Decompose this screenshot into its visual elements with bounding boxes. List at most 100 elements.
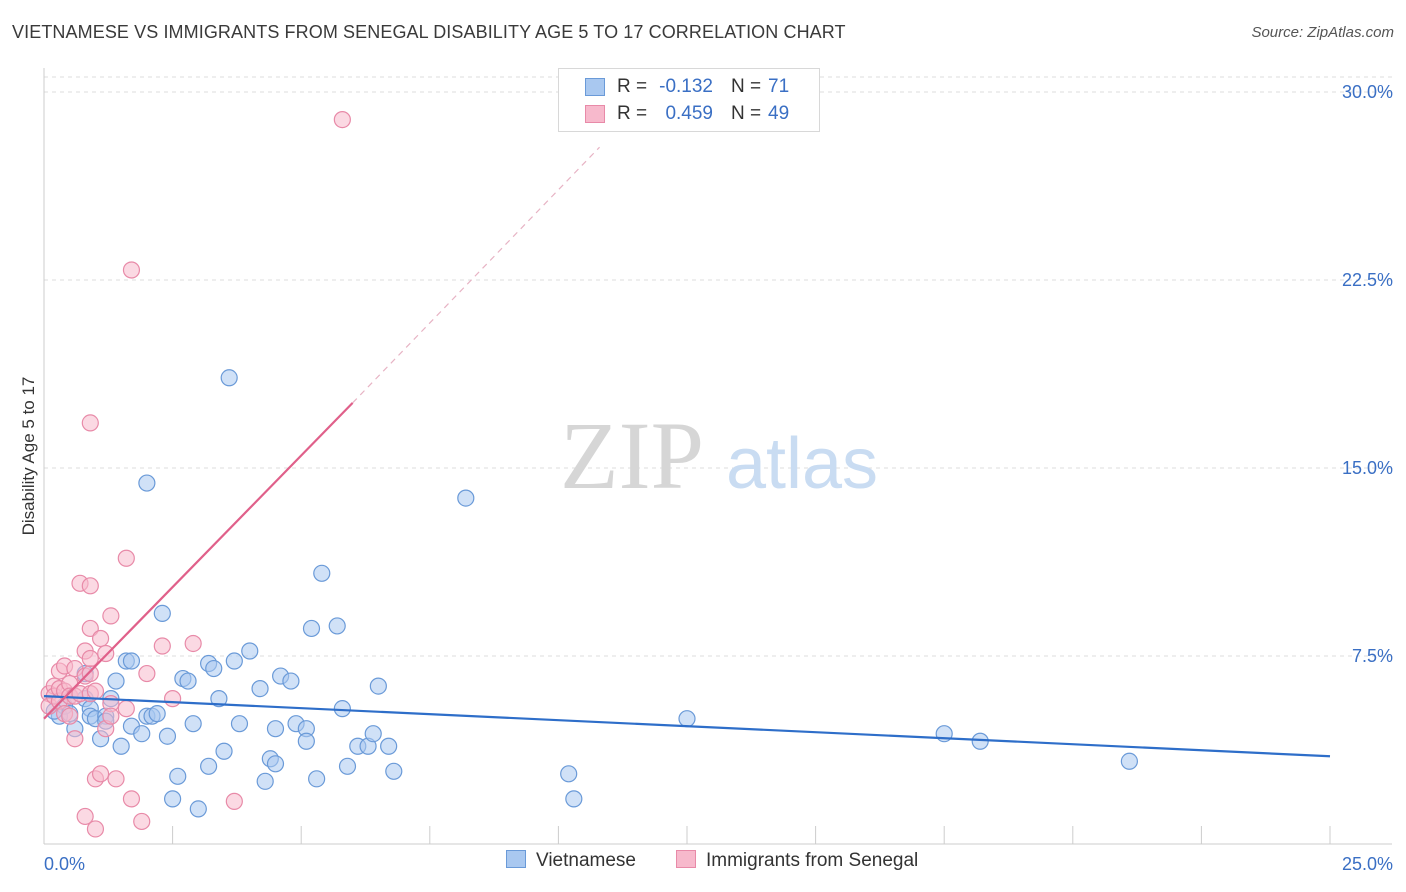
axes: [43, 68, 1392, 845]
legend-n-value: 49: [768, 103, 790, 124]
vietnamese-point: [220, 369, 238, 387]
vietnamese-trend-line: [43, 695, 1331, 758]
senegal-point: [102, 707, 120, 725]
vietnamese-point: [179, 672, 197, 690]
senegal-point: [81, 649, 99, 668]
senegal-point: [91, 629, 110, 648]
vietnamese-point: [107, 672, 125, 690]
senegal-point: [76, 807, 94, 826]
watermark-zip: ZIP: [560, 402, 704, 509]
vietnamese-point: [385, 762, 403, 780]
vietnamese-point: [205, 659, 223, 678]
bottom-legend-senegal: Immigrants from Senegal: [676, 850, 918, 876]
senegal-point: [81, 664, 99, 683]
senegal-point: [61, 707, 79, 725]
vietnamese-point: [364, 725, 382, 743]
y-tick-label: 15.0%: [1342, 458, 1393, 478]
senegal-point: [138, 664, 156, 683]
vietnamese-point: [133, 725, 151, 743]
senegal-point: [117, 700, 135, 718]
senegal-point: [333, 111, 351, 129]
vietnamese-point: [266, 755, 285, 773]
y-tick-label: 22.5%: [1342, 270, 1393, 290]
source-note: Source: ZipAtlas.com: [1251, 24, 1394, 41]
vietnamese-point: [215, 742, 233, 760]
legend-n-label: N =: [731, 76, 762, 97]
vietnamese-point: [560, 765, 578, 783]
vietnamese-point: [328, 617, 346, 635]
bottom-legend-vietnamese: Vietnamese: [506, 850, 636, 876]
y-tick-label: 30.0%: [1342, 82, 1393, 102]
vietnamese-point: [230, 715, 249, 733]
vietnamese-point: [297, 732, 315, 750]
vietnamese-point: [200, 757, 218, 775]
vietnamese-point: [282, 672, 300, 690]
vietnamese-point: [369, 677, 387, 695]
legend-r-value: 0.459: [665, 103, 713, 124]
senegal-point: [164, 690, 182, 708]
vietnamese-point: [138, 474, 156, 492]
vietnamese-point: [1120, 752, 1138, 770]
legend-row-senegal: R = 0.459 N = 49: [559, 102, 819, 128]
bottom-legend-label: Immigrants from Senegal: [706, 850, 919, 871]
vietnamese-point: [158, 727, 177, 745]
vietnamese-point: [678, 710, 696, 728]
vietnamese-point: [184, 715, 202, 733]
legend-row-vietnamese: R = -0.132 N = 71: [559, 75, 819, 101]
senegal-point: [184, 634, 202, 653]
vietnamese-point: [338, 757, 357, 775]
senegal-point: [122, 790, 141, 808]
vietnamese-point: [302, 619, 321, 638]
vietnamese-point: [380, 737, 398, 755]
vietnamese-point: [308, 770, 326, 788]
senegal-point: [107, 770, 125, 788]
watermark: ZIP atlas: [560, 402, 878, 509]
legend-n-label: N =: [731, 103, 762, 124]
vietnamese-point: [169, 767, 187, 785]
senegal-point: [91, 765, 110, 783]
chart-title: VIETNAMESE VS IMMIGRANTS FROM SENEGAL DI…: [12, 22, 846, 42]
vietnamese-point: [189, 800, 207, 818]
legend-n-value: 71: [768, 76, 790, 97]
bottom-swatch-blue: [506, 850, 526, 868]
legend-r-label: R =: [617, 76, 648, 97]
data-points: [40, 111, 1138, 838]
senegal-point: [117, 549, 135, 567]
y-tick-label: 7.5%: [1352, 646, 1393, 666]
vietnamese-point: [266, 720, 285, 738]
senegal-point: [133, 812, 151, 831]
vietnamese-point: [457, 489, 475, 507]
legend-r-value: -0.132: [659, 76, 713, 97]
vietnamese-point: [148, 705, 166, 723]
watermark-atlas: atlas: [726, 424, 878, 504]
vietnamese-point: [210, 690, 228, 708]
vietnamese-point: [251, 679, 269, 698]
vietnamese-point: [225, 652, 243, 670]
vietnamese-point: [153, 604, 171, 622]
gridlines: [44, 76, 1392, 657]
vietnamese-point: [333, 700, 351, 718]
vietnamese-point: [241, 642, 259, 660]
legend-r-label: R =: [617, 103, 648, 124]
senegal-point: [86, 820, 105, 838]
vietnamese-point: [256, 772, 274, 790]
x-tick-label: 0.0%: [44, 854, 85, 874]
tick-labels: 7.5% 15.0% 22.5% 30.0% 0.0% 25.0%: [44, 82, 1393, 874]
vietnamese-point: [313, 564, 331, 582]
y-axis-label: Disability Age 5 to 17: [19, 377, 38, 536]
senegal-point: [97, 644, 115, 663]
legend-swatch-pink: [585, 105, 605, 123]
senegal-point: [81, 577, 99, 595]
senegal-point: [86, 682, 105, 700]
senegal-point: [81, 619, 99, 638]
trend-lines: [43, 146, 1331, 758]
vietnamese-point: [112, 737, 130, 755]
x-tick-label: 25.0%: [1342, 854, 1393, 874]
senegal-point: [102, 607, 120, 625]
senegal-trend-extension: [352, 146, 600, 404]
vietnamese-point: [122, 652, 141, 670]
bottom-legend-label: Vietnamese: [536, 850, 636, 871]
senegal-point: [81, 414, 99, 432]
vietnamese-point: [565, 790, 583, 808]
